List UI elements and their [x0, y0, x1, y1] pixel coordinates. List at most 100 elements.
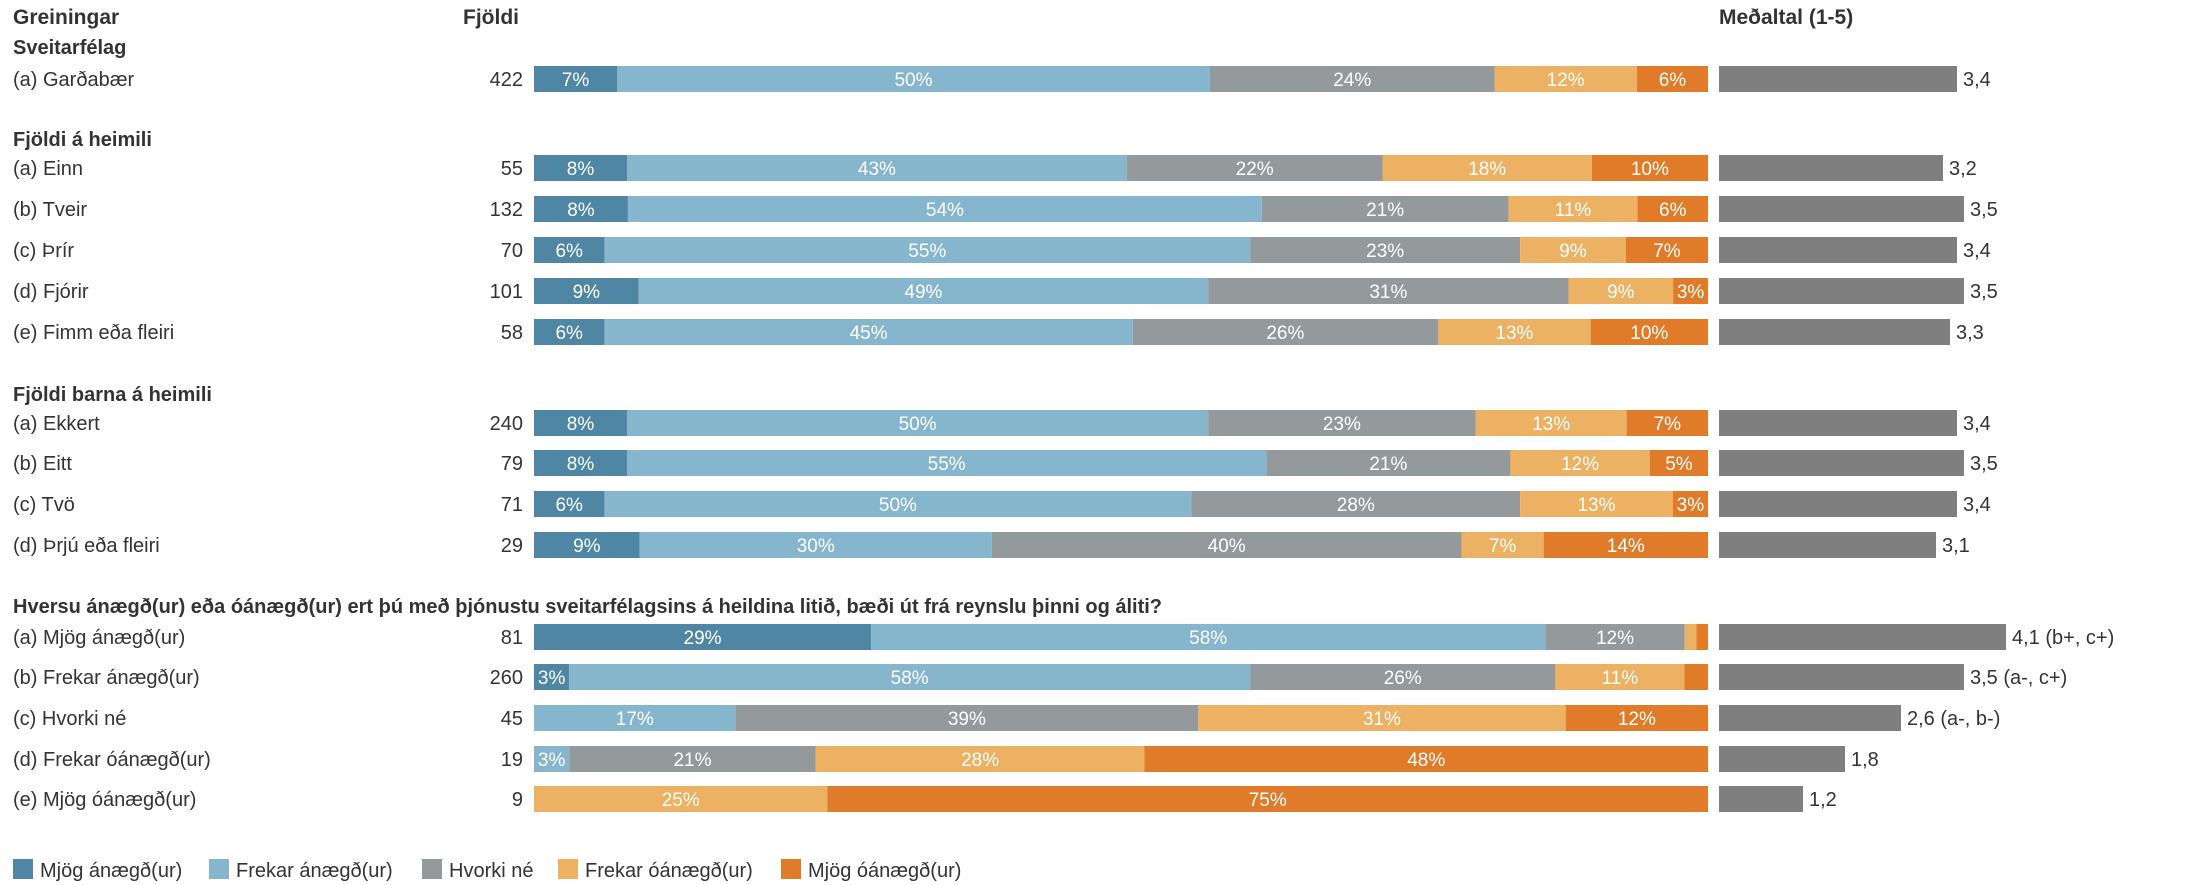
segment-label: 43% [858, 159, 896, 180]
section: Hversu ánægð(ur) eða óánægð(ur) ert þú m… [13, 596, 2114, 812]
segment-label: 40% [1208, 536, 1246, 557]
legend: Mjög ánægð(ur) Frekar ánægð(ur) Hvorki né F… [13, 859, 961, 882]
mean-label: 3,4 [1963, 494, 1991, 516]
row-count: 9 [512, 789, 523, 811]
mean-label: 1,8 [1851, 749, 1879, 771]
segment-label: 55% [928, 454, 966, 475]
segment-label: 10% [1630, 323, 1668, 344]
chart-row: (a) Mjög ánægð(ur) 81 29% 58% 12% 4,1 (b+, c+… [13, 624, 2114, 650]
section: Sveitarfélag (a) Garðabær 422 7% 50% 24% 12% 6%… [13, 37, 1991, 92]
bar-segment [1684, 624, 1697, 650]
bar-segment [1520, 237, 1626, 263]
row-label: (d) Frekar óánægð(ur) [13, 749, 211, 771]
row-label: (b) Tveir [13, 199, 87, 221]
segment-label: 11% [1555, 200, 1592, 221]
segment-label: 7% [1654, 414, 1682, 435]
bar-segment [617, 66, 1210, 92]
mean-label: 3,5 [1970, 199, 1998, 221]
segment-label: 14% [1607, 536, 1645, 557]
segment-label: 12% [1547, 70, 1585, 91]
bar-segment [534, 624, 872, 650]
legend-item: Frekar óánægð(ur) [558, 859, 753, 882]
chart-row: (c) Hvorki né 45 17% 39% 31% 12% 2,6 (a-, b-) [13, 705, 2000, 731]
segment-label: 5% [1665, 454, 1693, 475]
segment-label: 21% [673, 750, 711, 771]
bar-segment [1261, 196, 1509, 222]
segment-label: 23% [1366, 241, 1404, 262]
segment-label: 12% [1618, 709, 1656, 730]
bar-segment [1636, 66, 1708, 92]
legend-swatch [781, 859, 801, 879]
legend-swatch [558, 859, 578, 879]
legend-item: Mjög ánægð(ur) [13, 859, 182, 882]
bar-segment [1672, 491, 1708, 517]
segment-label: 6% [555, 241, 583, 262]
row-count: 29 [501, 535, 523, 557]
groups-header: Greiningar [13, 6, 119, 29]
row-label: (b) Frekar ánægð(ur) [13, 667, 200, 689]
mean-bar [1719, 155, 1943, 181]
mean-bar [1719, 624, 2006, 650]
segment-label: 3% [538, 668, 566, 689]
bar-segment [534, 664, 570, 690]
bar-segment [534, 410, 627, 436]
chart-row: (d) Fjórir 101 9% 49% 31% 9% 3% 3,5 [13, 278, 1998, 304]
bar-segment [534, 319, 605, 345]
bar-segment [627, 196, 1262, 222]
segment-label: 3% [1677, 495, 1705, 516]
mean-bar [1719, 66, 1957, 92]
row-count: 55 [501, 158, 523, 180]
row-count: 81 [501, 627, 523, 649]
bar-segment [1626, 410, 1708, 436]
segment-label: 6% [555, 495, 583, 516]
chart-rows: Sveitarfélag (a) Garðabær 422 7% 50% 24% 12% 6%… [13, 37, 2114, 812]
mean-label: 1,2 [1809, 789, 1837, 811]
mean-label: 3,5 (a-, c+) [1970, 667, 2067, 689]
legend-label: Frekar óánægð(ur) [585, 860, 753, 882]
bar-segment [1673, 278, 1708, 304]
bar-segment [1565, 705, 1708, 731]
row-count: 101 [490, 281, 523, 303]
segment-label: 6% [1659, 70, 1687, 91]
bar-segment [626, 450, 1267, 476]
segment-label: 58% [1189, 628, 1227, 649]
bar-segment [1555, 664, 1685, 690]
segment-label: 55% [908, 241, 946, 262]
section-title: Hversu ánægð(ur) eða óánægð(ur) ert þú m… [13, 596, 1162, 618]
segment-label: 7% [1489, 536, 1517, 557]
bar-segment [1437, 319, 1591, 345]
mean-bar [1719, 450, 1964, 476]
segment-label: 13% [1495, 323, 1533, 344]
chart-row: (c) Tvö 71 6% 50% 28% 13% 3% 3,4 [13, 491, 1991, 517]
bar-segment [1132, 319, 1438, 345]
segment-label: 24% [1333, 70, 1371, 91]
bar-segment [1208, 278, 1569, 304]
segment-label: 30% [797, 536, 835, 557]
bar-segment [604, 491, 1192, 517]
segment-label: 6% [1659, 200, 1687, 221]
mean-label: 3,5 [1970, 281, 1998, 303]
row-count: 19 [501, 749, 523, 771]
segment-label: 22% [1236, 159, 1274, 180]
mean-bar [1719, 664, 1964, 690]
row-count: 79 [501, 453, 523, 475]
mean-bar [1719, 786, 1803, 812]
row-count: 132 [490, 199, 523, 221]
bar-segment [1250, 664, 1556, 690]
section-title: Fjöldi barna á heimili [13, 384, 212, 406]
segment-label: 21% [1366, 200, 1404, 221]
bar-segment [569, 746, 816, 772]
mean-bar [1719, 705, 1901, 731]
legend-label: Mjög ánægð(ur) [40, 860, 182, 882]
section-title: Sveitarfélag [13, 37, 126, 59]
legend-swatch [422, 859, 442, 879]
bar-segment [626, 155, 1127, 181]
segment-label: 8% [567, 159, 595, 180]
bar-segment [1266, 450, 1511, 476]
segment-label: 3% [538, 750, 566, 771]
bar-segment [534, 746, 570, 772]
segment-label: 18% [1468, 159, 1506, 180]
section-title: Fjöldi á heimili [13, 129, 152, 151]
bar-segment [534, 237, 605, 263]
bar-segment [604, 319, 1133, 345]
